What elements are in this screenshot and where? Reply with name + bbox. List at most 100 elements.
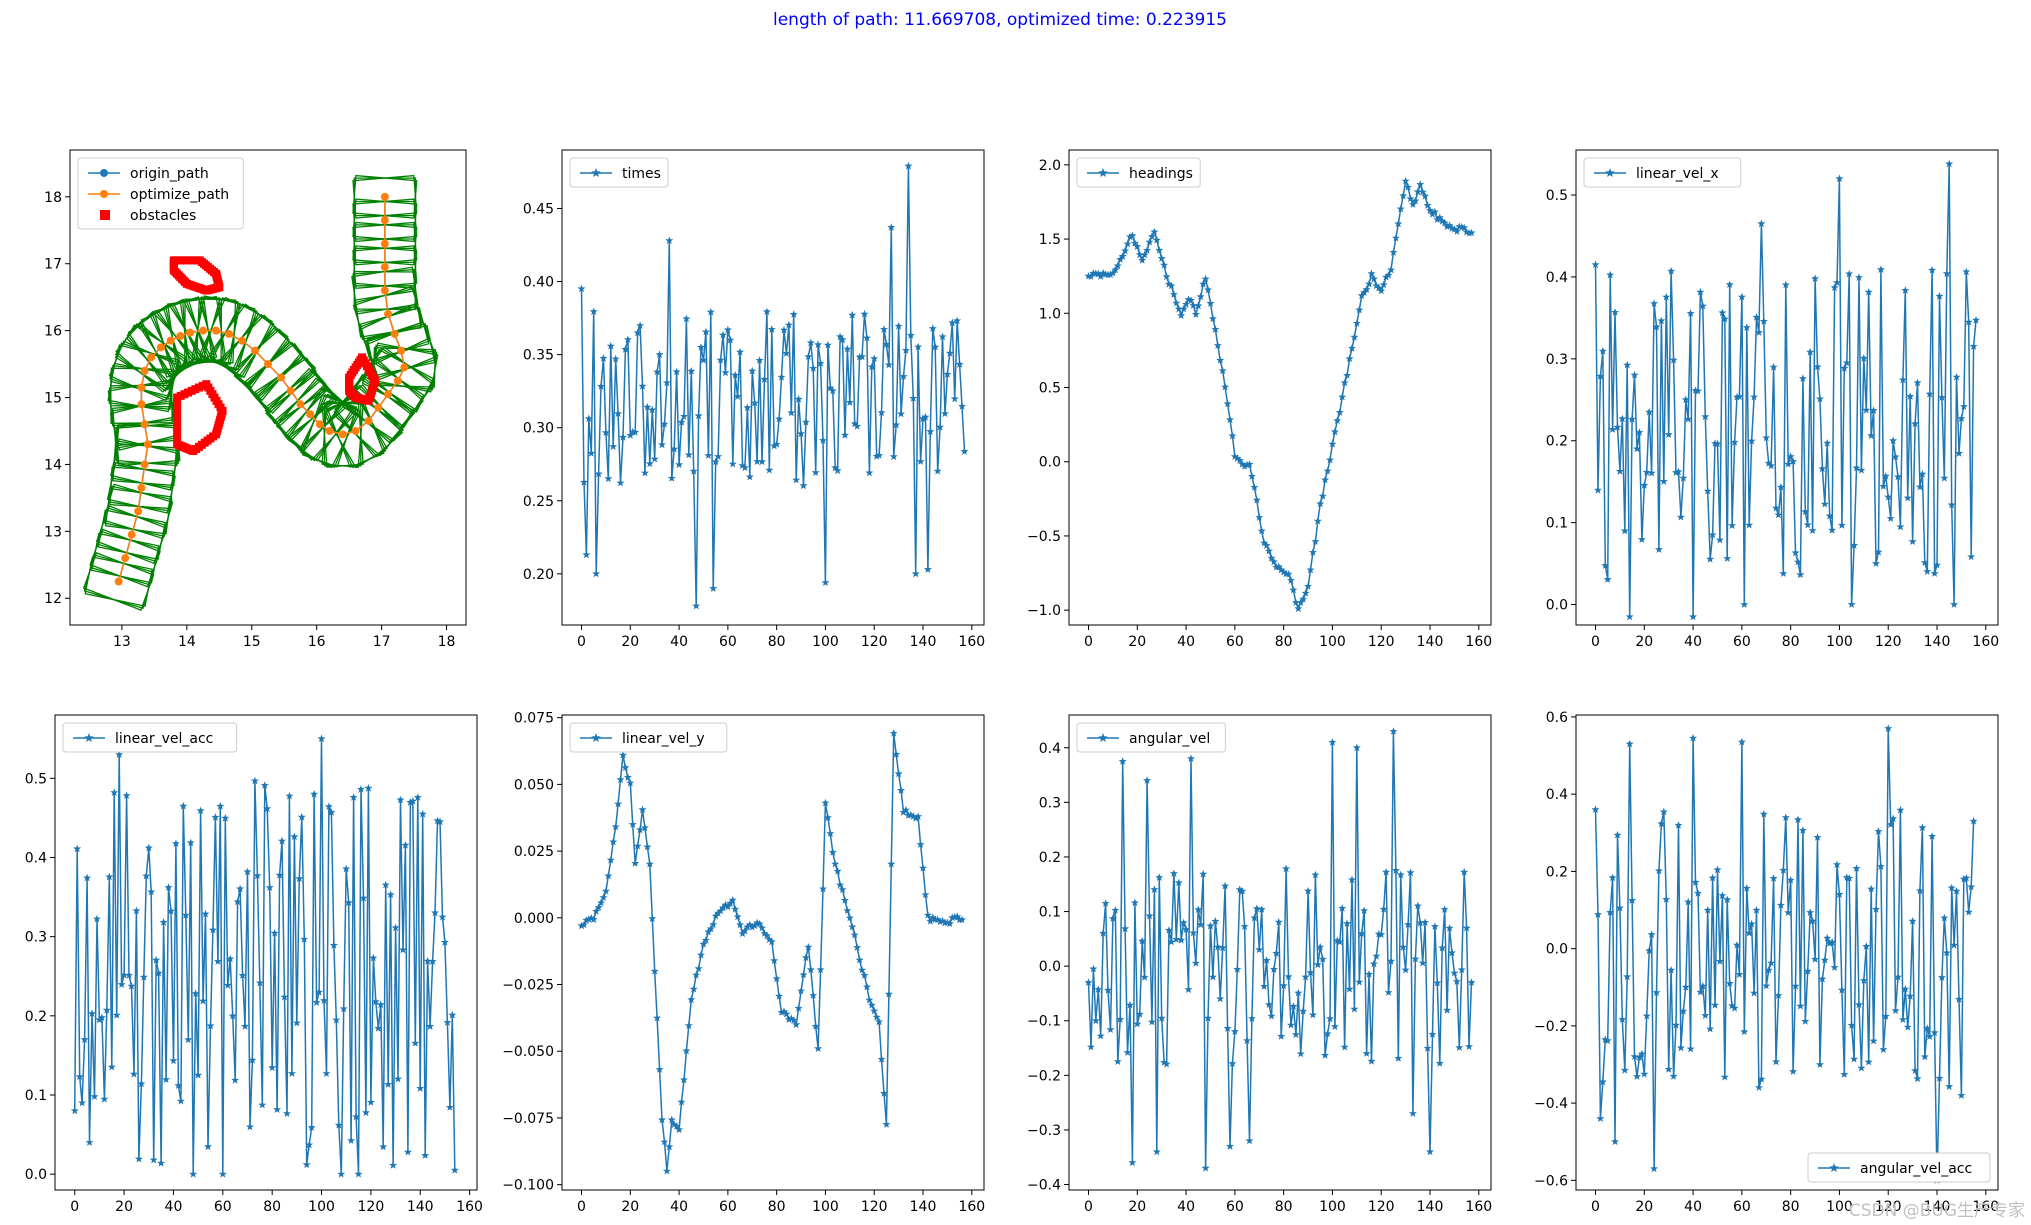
linear_vel_acc-point	[152, 955, 161, 964]
angular_vel-point	[1318, 955, 1327, 963]
angular_vel-point	[1408, 1109, 1417, 1117]
angular_vel-point	[1104, 986, 1112, 994]
headings-point	[1245, 460, 1254, 468]
headings-point	[1252, 496, 1261, 504]
linear_vel_y-point	[721, 900, 730, 909]
angular_vel-point	[1304, 886, 1312, 895]
times-point	[889, 452, 898, 461]
times-point	[906, 331, 915, 339]
linear_vel_x-point	[1813, 362, 1822, 371]
angular_vel_acc-point	[1918, 823, 1927, 831]
angular_vel-point	[1357, 929, 1366, 937]
linear_vel_y-point	[831, 859, 840, 868]
headings-point	[1313, 516, 1322, 525]
linear_vel_x-point	[1942, 269, 1951, 277]
linear_vel_acc-point	[241, 1022, 249, 1030]
angular_vel_acc-point	[1908, 917, 1917, 925]
linear_vel_y-point	[862, 982, 871, 991]
angular_vel_acc-point	[1633, 1072, 1641, 1080]
headings-point	[1411, 196, 1420, 205]
linear_vel_y-point	[950, 912, 959, 921]
times-point	[919, 414, 927, 423]
linear_vel_y-point	[770, 956, 779, 965]
legend-box	[1807, 1152, 1991, 1183]
angular_vel-point	[1299, 1007, 1308, 1015]
y-tick-label: −1.0	[1027, 603, 1061, 619]
angular_vel_acc-point	[1662, 895, 1671, 903]
footprint-rect	[233, 327, 303, 402]
linear_vel_y-point	[697, 950, 705, 959]
headings-point	[1367, 269, 1376, 278]
linear_vel_acc-point	[339, 1004, 348, 1013]
times-point	[770, 441, 779, 450]
x-tick-label: 120	[1368, 1199, 1395, 1215]
linear_vel_x-point	[1915, 482, 1924, 491]
angular_vel_acc-point	[1752, 906, 1761, 914]
times-point	[680, 412, 688, 420]
linear_vel_x-point	[1896, 522, 1905, 531]
linear_vel_x-point	[1676, 512, 1685, 521]
angular_vel_acc-point	[1808, 916, 1817, 925]
angular_vel_acc-point	[1772, 1057, 1780, 1066]
headings-point	[1338, 392, 1347, 401]
times-point	[728, 459, 737, 468]
headings-point	[1299, 595, 1308, 603]
x-tick-label: 80	[1782, 1199, 1800, 1215]
legend-marker	[1098, 733, 1108, 742]
headings-point	[1226, 415, 1234, 424]
linear_vel_acc-point	[159, 918, 168, 926]
angular_vel_acc-point	[1967, 882, 1976, 891]
headings-point	[1408, 200, 1417, 208]
times-point	[599, 354, 608, 362]
linear_vel_y-point	[775, 992, 784, 1000]
legend-box	[62, 722, 238, 753]
times-point	[841, 431, 849, 439]
linear_vel_x-point	[1723, 554, 1732, 562]
x-tick-label: 60	[719, 1199, 737, 1215]
subplot-headings: 0 20 40 60 80 100 120 140 160 −1.0 −0.5 0.0 0.5 1.0 1.…	[1027, 149, 1492, 650]
angular_vel-point	[1448, 948, 1456, 957]
angular_vel-point	[1174, 878, 1183, 887]
linear_vel_x-point	[1664, 430, 1673, 439]
linear_vel_acc-point	[329, 941, 338, 949]
angular_vel_acc-point	[1803, 967, 1812, 975]
linear_vel_x-point	[1772, 503, 1780, 512]
angular_vel_acc-point	[1598, 1077, 1607, 1086]
linear_vel_x-point	[1801, 507, 1810, 516]
x-tick-label: 15	[243, 634, 261, 650]
footprint-rect	[275, 377, 345, 452]
times-point	[704, 451, 713, 459]
angular_vel_acc-point	[1881, 1012, 1890, 1020]
times-series-line	[580, 166, 966, 607]
x-tick-label: 60	[1733, 634, 1751, 650]
times-point	[662, 378, 671, 387]
linear_vel_acc-point	[83, 873, 92, 882]
linear_vel_acc-point	[181, 911, 190, 919]
linear_vel_y-point	[897, 786, 906, 794]
times-point	[848, 310, 857, 319]
linear_vel_y-point	[792, 1020, 801, 1029]
headings-point	[1135, 250, 1144, 259]
angular_vel_acc-point	[1606, 908, 1615, 916]
times-point	[694, 411, 703, 420]
times-point	[714, 452, 723, 460]
headings-point	[1291, 598, 1300, 606]
linear_vel_y-point	[736, 920, 745, 929]
obstacle-point	[173, 411, 182, 420]
angular_vel_acc-point	[1676, 1043, 1685, 1052]
linear_vel_x-point	[1886, 514, 1895, 522]
headings-point	[1199, 279, 1208, 288]
angular_vel-point	[1272, 949, 1281, 957]
linear_vel_x-point	[1647, 468, 1656, 477]
linear_vel_x-point	[1740, 600, 1749, 608]
angular_vel_acc-point	[1706, 1024, 1715, 1033]
angular_vel-point	[1084, 978, 1093, 986]
linear_vel_y-point	[823, 813, 832, 822]
linear_vel_x-point	[1708, 530, 1717, 539]
x-tick-label: 60	[214, 1199, 232, 1215]
linear_vel_x-point	[1918, 469, 1927, 478]
linear_vel_y-point	[684, 1021, 693, 1030]
angular_vel_acc-point	[1594, 910, 1602, 918]
linear_vel_x-point	[1728, 521, 1737, 529]
headings-point	[1143, 246, 1152, 254]
